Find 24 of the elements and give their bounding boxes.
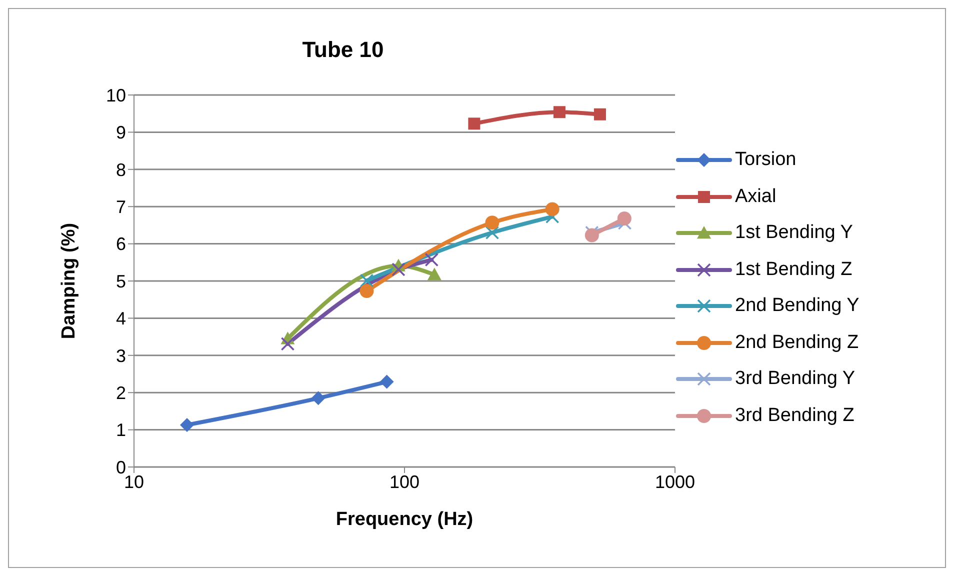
y-tick-label: 6 — [116, 234, 126, 254]
y-tick-label: 0 — [116, 457, 126, 478]
y-tick-label: 4 — [116, 308, 126, 329]
y-tick-label: 7 — [116, 196, 126, 217]
chart-title: Tube 10 — [301, 37, 385, 63]
y-tick-label: 8 — [116, 160, 126, 180]
legend-label: Torsion — [735, 149, 796, 172]
x-tick-label: 1000 — [654, 472, 696, 492]
y-axis-title: Damping (%) — [58, 222, 80, 340]
y-tick-label: 10 — [106, 85, 126, 106]
y-tick-label: 5 — [116, 271, 126, 292]
y-tick-label: 3 — [116, 346, 126, 366]
y-tick-label: 9 — [116, 122, 126, 143]
y-tick-label: 1 — [116, 420, 126, 440]
legend-label: 3rd Bending Z — [735, 404, 854, 427]
legend-label: 3rd Bending Y — [735, 368, 856, 390]
legend-label: 2nd Bending Z — [735, 332, 859, 354]
legend-label: 1st Bending Y — [735, 222, 853, 244]
legend-label: 1st Bending Z — [735, 258, 852, 281]
y-tick-label: 2 — [116, 382, 126, 403]
x-axis-title: Frequency (Hz) — [336, 509, 474, 530]
legend-label: 2nd Bending Y — [735, 295, 860, 318]
legend-label: Axial — [735, 186, 776, 208]
x-tick-label: 100 — [389, 472, 420, 492]
